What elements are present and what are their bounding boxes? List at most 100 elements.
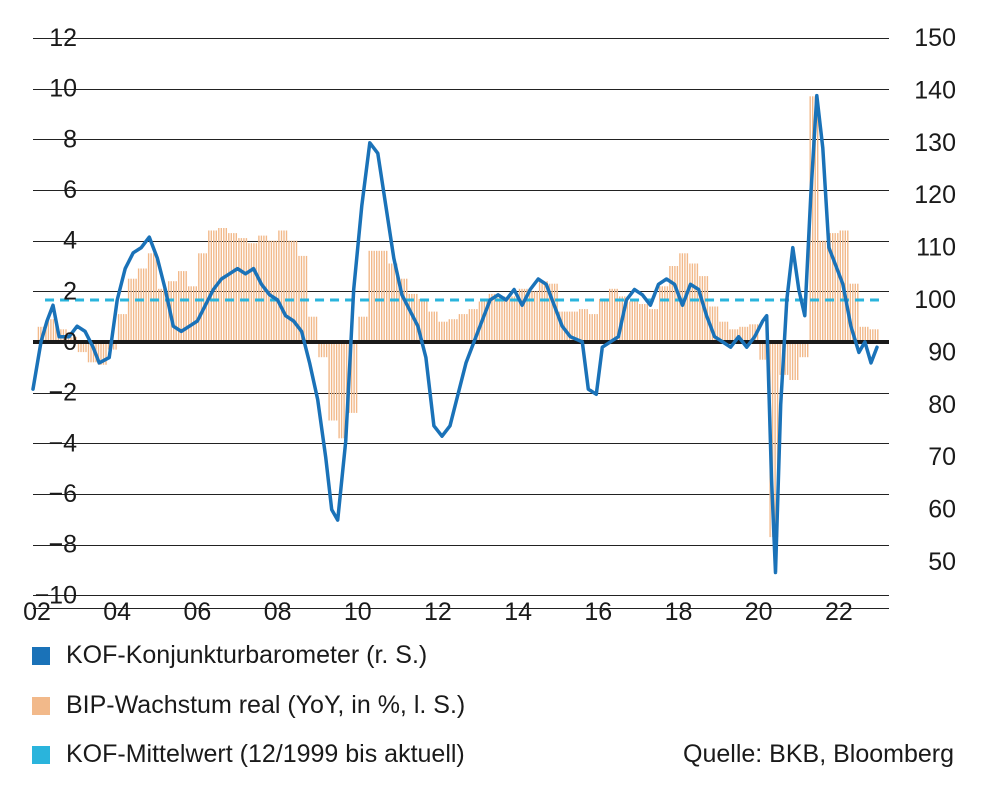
- gdp-bar: [203, 253, 205, 342]
- gdp-bar: [706, 276, 709, 342]
- gdp-bar: [90, 342, 92, 363]
- gdp-bar: [726, 321, 729, 342]
- gdp-bar: [233, 233, 235, 342]
- gdp-bar: [373, 250, 375, 342]
- left-axis-tick-label: −6: [48, 480, 77, 508]
- gdp-bar: [654, 309, 656, 342]
- gdp-bar: [338, 342, 340, 439]
- gdp-bar: [112, 342, 115, 350]
- gdp-bar: [153, 253, 155, 342]
- gdp-bar: [205, 253, 207, 342]
- gdp-bar: [506, 296, 508, 342]
- gdp-bar: [789, 342, 791, 380]
- gdp-bar: [458, 314, 461, 342]
- gdp-bar: [260, 235, 263, 342]
- gdp-bar: [786, 342, 789, 375]
- gdp-bar: [363, 316, 365, 342]
- x-axis-tick-label: 02: [23, 598, 51, 626]
- gdp-bar: [97, 342, 100, 365]
- gdp-bar: [847, 230, 849, 342]
- gdp-bar: [398, 278, 400, 342]
- x-axis-tick-label: 08: [264, 598, 292, 626]
- gdp-bar: [864, 326, 866, 342]
- gdp-bar: [761, 342, 764, 360]
- gdp-bar: [839, 230, 841, 342]
- gdp-bar: [433, 311, 435, 342]
- gdp-bar: [867, 326, 869, 342]
- gdp-bar: [147, 253, 150, 342]
- gdp-bar: [386, 250, 388, 342]
- gdp-bar: [498, 296, 501, 342]
- x-axis-tick-label: 14: [504, 598, 532, 626]
- gdp-bar: [75, 336, 77, 342]
- gdp-bar: [185, 271, 187, 342]
- gdp-bar: [293, 240, 295, 342]
- gdp-bar: [624, 296, 626, 342]
- gdp-bar: [137, 268, 140, 342]
- gdp-bar: [378, 250, 380, 342]
- gdp-bar: [536, 291, 538, 342]
- gdp-bar: [183, 271, 185, 342]
- gdp-bar: [451, 319, 453, 342]
- gdp-bar: [664, 286, 666, 342]
- gdp-bar: [37, 326, 40, 342]
- gdp-bar: [824, 240, 826, 342]
- left-axis-tick-label: 4: [63, 227, 77, 255]
- left-axis-tick-label: 8: [63, 125, 77, 153]
- gdp-bar: [681, 253, 684, 342]
- gdp-bar: [330, 342, 333, 421]
- gdp-bar: [188, 286, 190, 342]
- left-axis-tick-label: 12: [49, 24, 77, 52]
- gdp-bar: [158, 288, 160, 342]
- gdp-bar: [270, 240, 273, 342]
- right-axis-tick-label: 50: [928, 548, 956, 576]
- gdp-bar: [631, 301, 633, 342]
- gdp-bar: [280, 230, 283, 342]
- gdp-bar: [117, 314, 120, 342]
- right-axis-tick-label: 120: [914, 181, 956, 209]
- left-axis-tick-label: −4: [48, 429, 77, 457]
- gdp-bar: [127, 278, 130, 342]
- gdp-bar: [646, 304, 648, 342]
- gdp-bar: [599, 298, 601, 342]
- legend-label-mean: KOF-Mittelwert (12/1999 bis aktuell): [66, 740, 465, 768]
- gdp-bar: [40, 326, 42, 342]
- gdp-bar: [476, 309, 478, 342]
- gdp-bar: [644, 304, 646, 342]
- gdp-bar: [596, 314, 598, 342]
- gdp-bar: [533, 291, 536, 342]
- gdp-bar: [594, 314, 596, 342]
- gdp-bar: [255, 243, 258, 342]
- gdp-bar: [734, 329, 736, 342]
- gdp-bar: [350, 342, 353, 413]
- gdp-bar: [155, 253, 157, 342]
- gdp-bar: [551, 283, 553, 342]
- gdp-bar: [541, 281, 543, 342]
- gdp-bar: [243, 238, 245, 342]
- legend-swatch-kof: [32, 647, 50, 665]
- gdp-bar: [774, 342, 776, 538]
- gdp-bar: [538, 281, 541, 342]
- gdp-bar: [406, 278, 408, 342]
- gdp-bar: [501, 296, 503, 342]
- gdp-bar: [50, 319, 52, 342]
- gdp-bar: [874, 329, 876, 342]
- gdp-bar: [616, 288, 618, 342]
- gdp-bar: [837, 233, 839, 342]
- gdp-bar: [446, 321, 448, 342]
- kof-series-line: [31, 93, 879, 575]
- gdp-bar: [721, 321, 724, 342]
- gdp-bar: [230, 233, 232, 342]
- gdp-bar: [163, 288, 165, 342]
- gdp-bar: [275, 240, 278, 342]
- gdp-bar: [132, 278, 135, 342]
- gdp-bar: [749, 324, 751, 342]
- gdp-bar: [794, 342, 796, 380]
- gdp-bar: [416, 293, 418, 342]
- right-axis-tick-labels: 150 140 130 120 110 100 90 80 70 60 50: [914, 24, 956, 576]
- gdp-bar: [396, 263, 398, 342]
- gdp-bar: [771, 342, 774, 538]
- legend-label-kof: KOF-Konjunkturbarometer (r. S.): [66, 641, 428, 669]
- gdp-bar: [729, 329, 731, 342]
- gdp-bar: [834, 233, 836, 342]
